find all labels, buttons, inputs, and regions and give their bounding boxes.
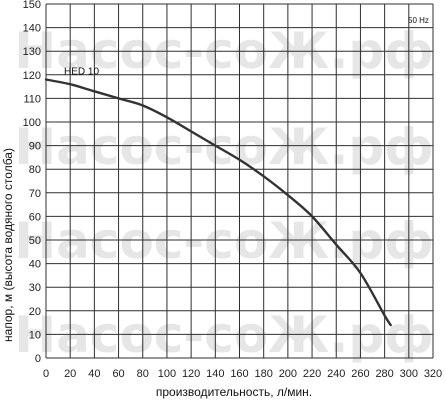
y-tick-label: 100 [23,117,41,129]
frequency-label: 50 Hz [408,16,429,25]
y-tick-label: 80 [29,164,41,176]
series-line-hed-10 [44,78,392,327]
x-tick-label: 40 [88,368,100,380]
x-tick-label: 200 [279,368,297,380]
x-tick-label: 220 [303,368,321,380]
x-tick-label: 60 [112,368,124,380]
y-tick-label: 20 [29,306,41,318]
y-tick-label: 60 [29,211,41,223]
watermark-text: Насос-соЖ.рф [14,118,434,176]
x-tick-label: 0 [43,368,49,380]
x-tick-label: 180 [255,368,273,380]
x-tick-label: 100 [158,368,176,380]
x-tick-label: 20 [64,368,76,380]
watermark-layer: Насос-соЖ.рфНасос-соЖ.рфНасос-соЖ.рфНасо… [14,22,434,364]
x-tick-label: 240 [327,368,345,380]
x-tick-label: 280 [375,368,393,380]
x-tick-label: 160 [230,368,248,380]
x-tick-label: 140 [206,368,224,380]
grid-lines [45,3,434,359]
x-axis-title: производительность, л/мин. [156,385,312,399]
y-tick-label: 130 [23,46,41,58]
y-tick-labels: 0 10 20 30 40 50 60 70 80 90 100 110 120 130 140 150 [23,0,41,365]
x-tick-labels: 0 20 40 60 80 100 120 140 160 180 200 220 240 260 280 3… [43,368,442,380]
y-tick-label: 90 [29,141,41,153]
x-tick-label: 320 [424,368,442,380]
watermark-text: Насос-соЖ.рф [14,306,434,364]
y-tick-label: 110 [23,93,41,105]
watermark-text: Насос-соЖ.рф [14,212,434,270]
y-tick-label: 140 [23,23,41,35]
x-tick-label: 80 [137,368,149,380]
x-tick-label: 300 [400,368,418,380]
y-tick-label: 10 [29,329,41,341]
series-label-hed-10: HED 10 [64,67,99,78]
y-axis-title: напор, м (высота водяного столба) [1,148,15,342]
y-tick-label: 120 [23,70,41,82]
x-tick-label: 260 [351,368,369,380]
x-tick-label: 120 [182,368,200,380]
y-tick-label: 50 [29,235,41,247]
y-tick-label: 30 [29,282,41,294]
y-tick-label: 40 [29,259,41,271]
y-tick-label: 0 [35,353,41,365]
y-tick-label: 150 [23,0,41,11]
y-tick-label: 70 [29,188,41,200]
series-layer: HED 10 [44,67,392,327]
